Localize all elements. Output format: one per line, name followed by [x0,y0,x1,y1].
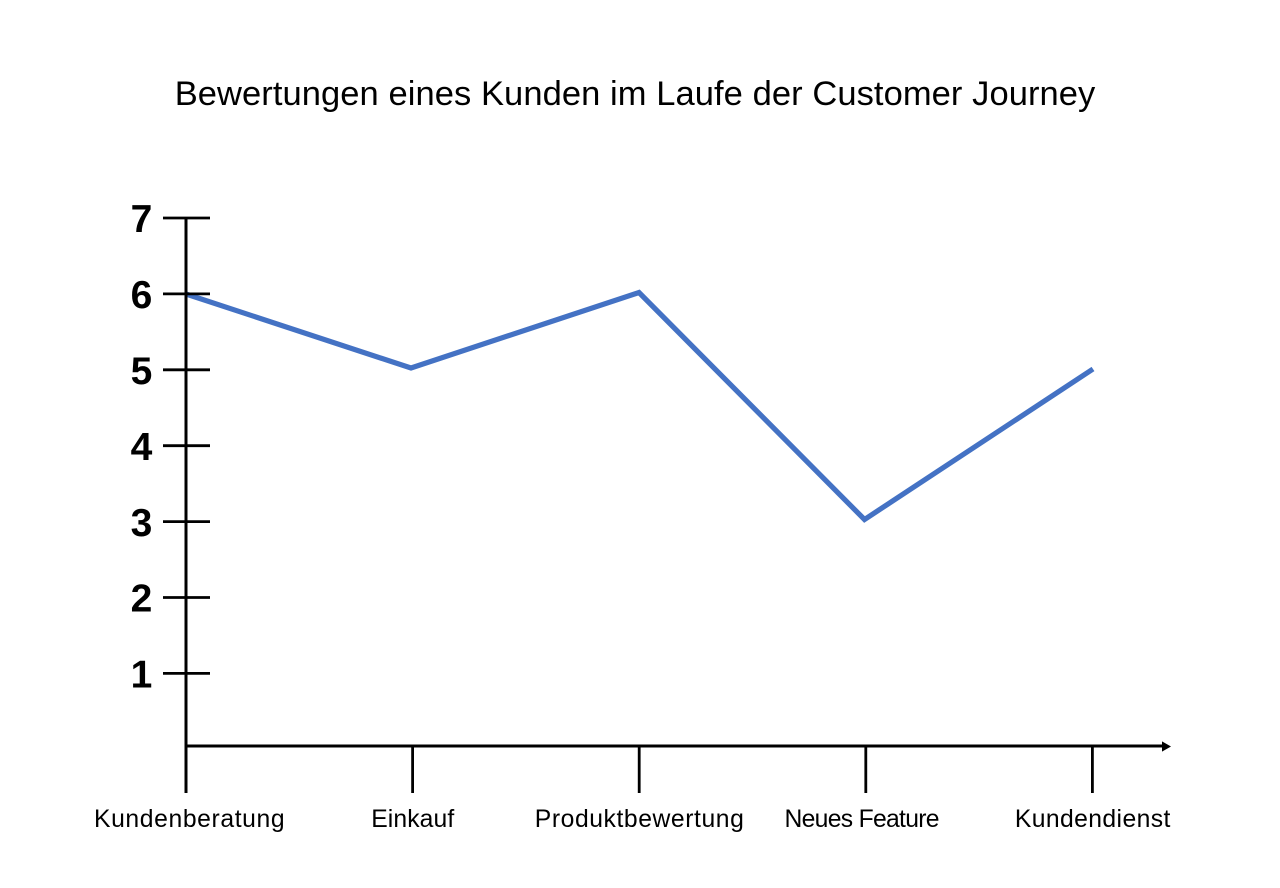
svg-text:Kundenberatung: Kundenberatung [94,806,285,833]
svg-text:7: 7 [131,198,153,241]
svg-text:6: 6 [131,274,153,317]
svg-text:1: 1 [131,654,153,697]
svg-text:Einkauf: Einkauf [371,806,454,833]
svg-text:3: 3 [131,502,153,545]
svg-text:Neues Feature: Neues Feature [785,806,940,833]
svg-text:4: 4 [131,426,153,469]
svg-text:5: 5 [131,350,153,393]
svg-text:Bewertungen eines Kunden im La: Bewertungen eines Kunden im Laufe der Cu… [175,75,1096,113]
svg-text:Kundendienst: Kundendienst [1015,806,1171,833]
svg-text:2: 2 [131,578,153,621]
svg-text:Produktbewertung: Produktbewertung [535,806,744,833]
